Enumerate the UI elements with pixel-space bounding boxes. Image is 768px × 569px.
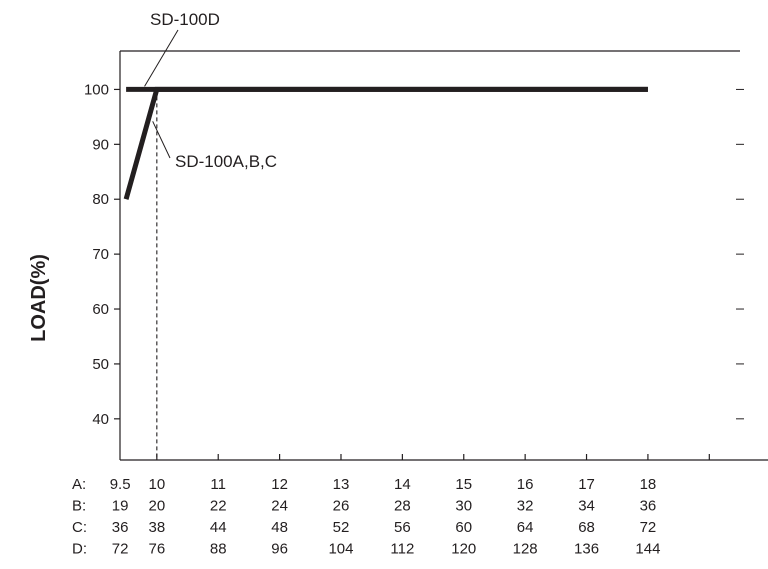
series-sd-100a-b-c: [123, 86, 648, 200]
x-tick-label: 36: [640, 498, 657, 515]
y-tick-label: 60: [92, 301, 109, 318]
y-tick-label: 50: [92, 356, 109, 373]
x-tick-label: 88: [210, 541, 227, 558]
y-tick-label: 80: [92, 191, 109, 208]
x-tick-label: 28: [394, 498, 411, 515]
x-tick-label: 30: [455, 498, 472, 515]
x-tick-label: 76: [148, 541, 165, 558]
annotation-label: SD-100A,B,C: [175, 152, 277, 171]
x-tick-label: 52: [333, 519, 350, 536]
y-tick-label: 100: [84, 81, 109, 98]
x-tick-label: 44: [210, 519, 227, 536]
x-tick-label: 14: [394, 476, 411, 493]
x-tick-label: 144: [635, 541, 660, 558]
plot-frame: [119, 50, 768, 461]
x-tick-label: 68: [578, 519, 595, 536]
x-row-prefix: C:: [72, 519, 87, 536]
x-row-prefix: A:: [72, 476, 86, 493]
x-tick-label: 56: [394, 519, 411, 536]
annotations: SD-100D SD-100A,B,C: [144, 10, 277, 171]
x-tick-label: 19: [112, 498, 129, 515]
x-tick-label: 60: [455, 519, 472, 536]
x-tick-label: 26: [333, 498, 350, 515]
x-tick-label: 12: [271, 476, 288, 493]
x-tick-label: 15: [455, 476, 472, 493]
x-tick-label: 13: [333, 476, 350, 493]
x-tick-label: 104: [328, 541, 353, 558]
x-tick-label: 72: [112, 541, 129, 558]
y-tick-label: 70: [92, 246, 109, 263]
annotation-label: SD-100D: [150, 10, 220, 29]
x-row-prefix: B:: [72, 498, 86, 515]
series-group: [123, 86, 648, 200]
y-axis: 40 50 60 70 80 90 100: [84, 81, 744, 428]
x-tick-label: 24: [271, 498, 288, 515]
x-tick-label: 36: [112, 519, 129, 536]
x-tick-label: 17: [578, 476, 595, 493]
x-tick-label: 32: [517, 498, 534, 515]
x-tick-label: 20: [148, 498, 165, 515]
x-row-prefix: D:: [72, 541, 87, 558]
x-tick-label: 10: [148, 476, 165, 493]
x-tick-label: 136: [574, 541, 599, 558]
x-tick-label: 112: [390, 541, 414, 558]
y-tick-label: 40: [92, 411, 109, 428]
x-tick-label: 120: [451, 541, 476, 558]
x-tick-label: 48: [271, 519, 288, 536]
x-tick-label: 9.5: [110, 476, 131, 493]
x-tick-label: 34: [578, 498, 595, 515]
x-axis: A: 9.5 10 11 12 13 14 15 16 17 18 B: 19 20 22 24 26 28 30 3…: [72, 454, 710, 558]
x-tick-label: 128: [513, 541, 538, 558]
x-tick-label: 38: [148, 519, 165, 536]
x-tick-label: 22: [210, 498, 227, 515]
annotation-leader: [144, 29, 179, 87]
x-tick-label: 72: [640, 519, 657, 536]
annotation-leader: [152, 121, 171, 159]
x-tick-label: 18: [640, 476, 657, 493]
y-axis-label: LOAD(%): [28, 254, 50, 342]
x-tick-label: 64: [517, 519, 534, 536]
x-tick-label: 16: [517, 476, 534, 493]
x-tick-label: 11: [210, 476, 226, 493]
x-tick-label: 96: [271, 541, 288, 558]
y-tick-label: 90: [92, 136, 109, 153]
